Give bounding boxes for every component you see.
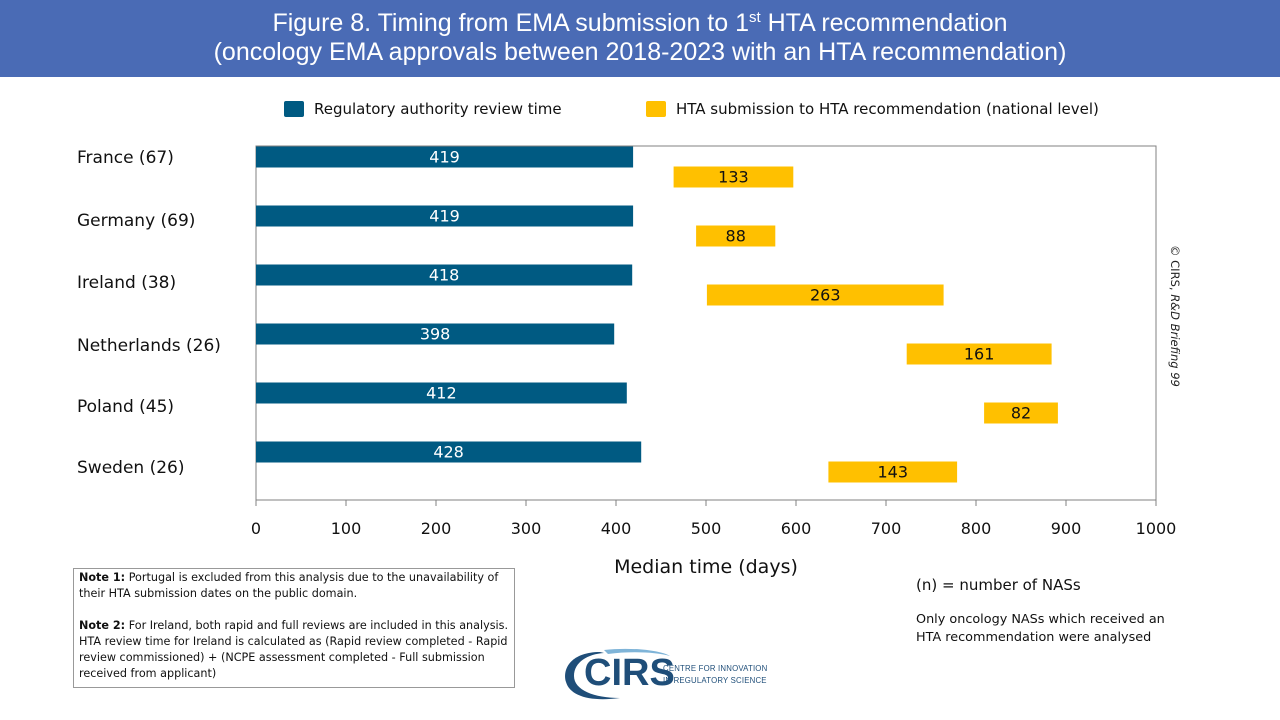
x-tick-label: 0 — [251, 519, 261, 538]
regulatory-bar — [256, 323, 615, 345]
category-label-germany: Germany (69) — [77, 211, 196, 231]
regulatory-bar-label: 398 — [420, 325, 451, 344]
x-axis-label: Median time (days) — [614, 556, 798, 578]
hta-bar — [984, 402, 1058, 424]
regulatory-bar — [256, 382, 627, 404]
x-tick-label: 900 — [1051, 519, 1082, 538]
title-line-2: (oncology EMA approvals between 2018-202… — [213, 38, 1067, 66]
hta-bar-label: 133 — [718, 168, 749, 187]
category-label-ireland: Ireland (38) — [77, 273, 177, 293]
hta-bar — [696, 225, 776, 247]
logo-swoosh-icon — [565, 648, 670, 700]
regulatory-bar — [256, 146, 634, 168]
hta-bar-label: 143 — [877, 463, 908, 482]
regulatory-bar — [256, 205, 634, 227]
n-definition: (n) = number of NASs — [916, 576, 1081, 594]
x-tick-label: 1000 — [1136, 519, 1177, 538]
legend-item-hta: HTA submission to HTA recommendation (na… — [646, 99, 1099, 119]
copyright-notice: © CIRS, R&D Briefing 99 — [1168, 245, 1182, 387]
x-tick-label: 800 — [961, 519, 992, 538]
category-label-france: France (67) — [77, 148, 174, 168]
title-line-1: Figure 8. Timing from EMA submission to … — [272, 9, 1008, 37]
x-tick-label: 600 — [781, 519, 812, 538]
analysis-note-line-1: Only oncology NASs which received an — [916, 612, 1165, 627]
x-tick-label: 400 — [601, 519, 632, 538]
regulatory-bar-label: 412 — [426, 384, 457, 403]
logo-subtitle-1: CENTRE FOR INNOVATION — [663, 664, 768, 673]
regulatory-bar-label: 418 — [429, 266, 460, 285]
note-2: Note 2: For Ireland, both rapid and full… — [79, 619, 509, 680]
logo-subtitle-2: IN REGULATORY SCIENCE — [663, 676, 767, 685]
hta-bar-label: 161 — [964, 345, 995, 364]
legend-swatch-regulatory — [284, 101, 304, 117]
legend-item-regulatory: Regulatory authority review time — [284, 99, 562, 119]
legend-swatch-hta — [646, 101, 666, 117]
analysis-note-line-2: HTA recommendation were analysed — [916, 630, 1152, 645]
x-tick-label: 200 — [421, 519, 452, 538]
category-label-poland: Poland (45) — [77, 397, 175, 417]
x-tick-label: 100 — [331, 519, 362, 538]
regulatory-bar — [256, 441, 642, 463]
hta-bar-label: 82 — [1011, 404, 1031, 423]
logo-wordmark: CIRS — [584, 652, 675, 694]
hta-bar — [906, 343, 1052, 365]
notes-box: Note 1: Portugal is excluded from this a… — [73, 568, 515, 688]
regulatory-bar — [256, 264, 633, 286]
hta-bar — [673, 166, 794, 188]
figure-title: Figure 8. Timing from EMA submission to … — [0, 0, 1280, 77]
category-label-netherlands: Netherlands (26) — [77, 336, 221, 356]
category-label-sweden: Sweden (26) — [77, 458, 185, 478]
x-tick-label: 500 — [691, 519, 722, 538]
hta-bar-label: 263 — [810, 286, 841, 305]
hta-bar — [828, 461, 958, 483]
regulatory-bar-label: 419 — [429, 207, 460, 226]
hta-bar-label: 88 — [726, 227, 746, 246]
regulatory-bar-label: 419 — [429, 148, 460, 167]
legend-label-hta: HTA submission to HTA recommendation (na… — [676, 100, 1099, 118]
regulatory-bar-label: 428 — [433, 443, 464, 462]
legend-label-regulatory: Regulatory authority review time — [314, 100, 562, 118]
cirs-logo: CIRS CENTRE FOR INNOVATION IN REGULATORY… — [560, 646, 767, 702]
x-tick-label: 700 — [871, 519, 902, 538]
hta-bar — [706, 284, 944, 306]
note-1: Note 1: Portugal is excluded from this a… — [79, 571, 499, 600]
x-tick-label: 300 — [511, 519, 542, 538]
